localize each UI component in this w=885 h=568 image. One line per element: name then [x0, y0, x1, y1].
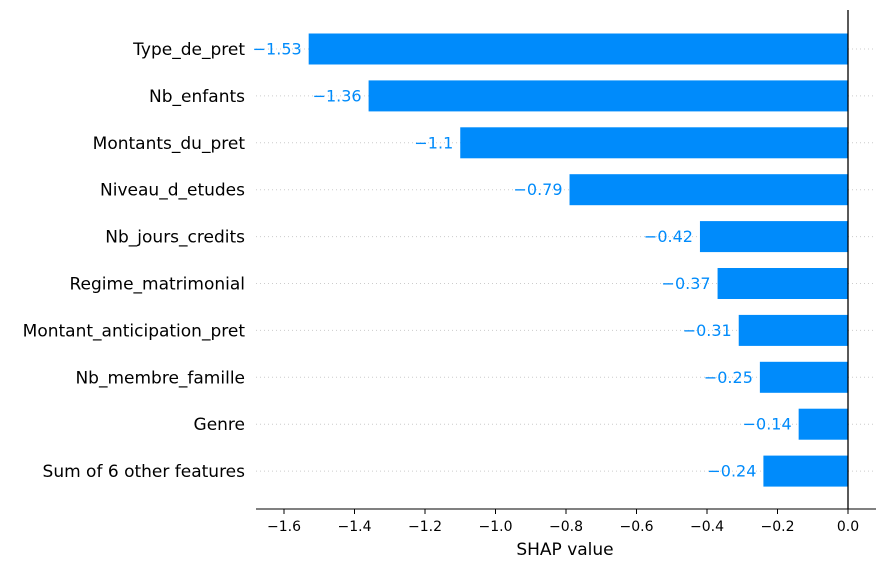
value-label: −0.24	[707, 462, 756, 481]
value-label: −1.36	[313, 86, 362, 105]
feature-label: Nb_membre_famille	[75, 368, 245, 388]
bars	[308, 33, 848, 487]
bar	[308, 33, 848, 65]
x-axis: −1.6 −1.4 −1.2 −1.0 −0.8 −0.6 −0.4 −0.2 0.0	[256, 10, 876, 535]
feature-label: Niveau_d_etudes	[100, 181, 245, 201]
feature-label: Sum of 6 other features	[43, 462, 246, 482]
feature-label: Nb_jours_credits	[105, 228, 245, 248]
feature-label: Genre	[194, 415, 245, 435]
bar	[717, 268, 848, 299]
x-tick-label: −0.2	[761, 519, 795, 535]
bar	[569, 174, 848, 206]
x-tick-label: 0.0	[837, 519, 859, 535]
bar	[798, 408, 848, 440]
x-tick-label: −1.2	[408, 519, 442, 535]
feature-label: Montants_du_pret	[93, 134, 246, 154]
x-tick-label: −1.0	[479, 519, 513, 535]
bar	[460, 127, 848, 159]
bar	[738, 314, 848, 346]
x-tick-label: −0.6	[620, 519, 654, 535]
feature-label: Type_de_pret	[132, 40, 245, 60]
value-labels: −1.53 −1.36 −1.1 −0.79 −0.42 −0.37 −0.31 −0.25 −…	[253, 40, 792, 481]
value-label: −0.31	[683, 321, 732, 340]
feature-label: Regime_matrimonial	[70, 275, 246, 295]
feature-label: Montant_anticipation_pret	[23, 321, 246, 341]
value-label: −1.53	[253, 40, 302, 59]
x-tick-label: −0.4	[690, 519, 724, 535]
x-tick-label: −0.8	[549, 519, 583, 535]
x-axis-title: SHAP value	[516, 540, 613, 560]
value-label: −0.25	[704, 368, 753, 387]
value-label: −0.14	[743, 415, 792, 434]
x-tick-label: −1.4	[338, 519, 372, 535]
bar	[763, 455, 848, 487]
bar	[699, 221, 848, 253]
x-tick-label: −1.6	[267, 519, 301, 535]
guide-lines	[256, 48, 876, 472]
value-label: −0.42	[644, 227, 693, 246]
bar	[759, 361, 848, 393]
value-label: −0.37	[662, 274, 711, 293]
feature-label: Nb_enfants	[149, 87, 245, 107]
value-label: −1.1	[414, 133, 453, 152]
feature-labels: Type_de_pret Nb_enfants Montants_du_pret Ni…	[23, 40, 246, 482]
value-label: −0.79	[513, 180, 562, 199]
bar	[368, 80, 848, 112]
